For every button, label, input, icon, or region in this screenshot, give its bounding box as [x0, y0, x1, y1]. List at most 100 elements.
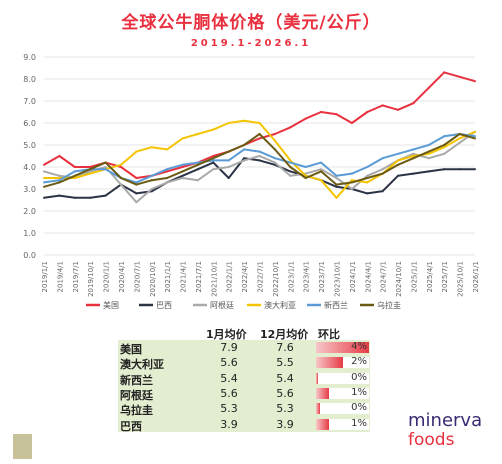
change-bar: 1% — [316, 418, 369, 430]
data-point — [119, 176, 123, 180]
table-row-name: 新西兰 — [120, 373, 153, 387]
data-point — [181, 163, 184, 166]
data-point — [258, 137, 261, 140]
table-row-name: 美国 — [120, 343, 142, 356]
data-point — [58, 176, 61, 180]
data-point — [42, 181, 46, 184]
y-tick-label: 7.0 — [23, 97, 36, 106]
data-point — [381, 157, 384, 160]
data-point — [335, 174, 338, 177]
series-line — [43, 71, 476, 179]
data-point — [227, 159, 230, 162]
x-tick-label: 2023/4/1 — [303, 261, 311, 292]
x-tick-label: 2025/4/1 — [426, 261, 434, 292]
x-tick-label: 2021/4/1 — [180, 261, 188, 292]
data-point — [366, 110, 369, 114]
data-point — [350, 181, 353, 184]
x-tick-label: 2021/10/1 — [210, 261, 218, 297]
data-point — [181, 165, 184, 169]
data-point — [396, 163, 400, 166]
table-header-mom: 环比 — [318, 328, 340, 341]
logo-minerva: minerva — [408, 410, 483, 431]
corner-decoration — [13, 434, 32, 459]
y-tick-label: 8.0 — [23, 75, 36, 84]
data-point — [366, 174, 369, 177]
x-tick-label: 2020/1/1 — [103, 261, 111, 292]
y-tick-label: 5.0 — [23, 141, 36, 150]
data-point — [89, 172, 92, 175]
data-point — [319, 110, 323, 114]
x-tick-label: 2024/1/1 — [349, 261, 357, 292]
data-point — [458, 132, 461, 136]
data-point — [181, 176, 184, 180]
data-point — [289, 161, 292, 164]
data-point — [104, 194, 107, 197]
data-point — [73, 174, 76, 177]
data-point — [412, 157, 415, 160]
data-point — [212, 159, 215, 162]
x-tick-label: 2024/4/1 — [364, 261, 372, 292]
data-point — [335, 176, 338, 180]
change-bar-fill — [316, 372, 318, 384]
data-point — [181, 174, 184, 177]
data-point — [166, 181, 169, 184]
data-point — [89, 165, 92, 169]
data-point — [273, 157, 276, 160]
data-point — [258, 159, 261, 162]
data-point — [366, 181, 369, 184]
legend-label: 澳大利亚 — [264, 300, 296, 310]
table-row-name: 澳大利亚 — [120, 358, 164, 372]
data-point — [427, 152, 430, 155]
data-point — [396, 152, 400, 155]
data-point — [58, 174, 61, 177]
data-point — [304, 165, 307, 169]
data-point — [366, 176, 369, 180]
data-point — [135, 183, 138, 186]
data-point — [104, 161, 107, 164]
data-point — [58, 194, 61, 197]
data-point — [212, 157, 215, 160]
summary-table — [118, 340, 370, 432]
data-point — [473, 135, 477, 138]
data-point — [443, 152, 446, 155]
data-point — [458, 141, 461, 144]
data-point — [196, 179, 200, 182]
data-point — [381, 104, 384, 107]
data-point — [196, 132, 200, 136]
change-percent: 0% — [351, 402, 367, 414]
chart-subtitle: 2019.1-2026.1 — [190, 38, 312, 49]
data-point — [381, 168, 384, 171]
data-point — [412, 152, 415, 155]
data-point — [42, 185, 46, 188]
x-tick-label: 2022/4/1 — [241, 261, 249, 292]
data-point — [150, 179, 153, 182]
data-point — [350, 179, 353, 182]
data-point — [42, 163, 46, 166]
change-percent: 0% — [351, 371, 367, 383]
data-point — [73, 176, 76, 180]
table-dec-value: 5.3 — [276, 402, 294, 416]
table-header-jan: 1月均价 — [206, 328, 247, 341]
data-point — [135, 192, 138, 195]
data-point — [350, 187, 353, 191]
data-point — [273, 161, 276, 164]
x-tick-label: 2026/1/1 — [472, 261, 480, 292]
x-tick-label: 2025/1/1 — [410, 261, 418, 292]
data-point — [89, 170, 92, 173]
legend-label: 新西兰 — [324, 300, 348, 310]
x-tick-label: 2022/10/1 — [272, 261, 280, 297]
x-tick-label: 2019/7/1 — [72, 261, 80, 292]
data-point — [335, 113, 338, 116]
x-tick-label: 2019/4/1 — [56, 261, 64, 292]
data-point — [427, 157, 430, 160]
data-point — [89, 196, 92, 199]
data-point — [166, 176, 169, 180]
data-point — [196, 161, 200, 164]
x-tick-label: 2019/10/1 — [87, 261, 95, 297]
x-tick-label: 2025/7/1 — [441, 261, 449, 292]
data-point — [319, 168, 323, 171]
data-point — [119, 165, 123, 169]
data-point — [412, 172, 415, 175]
data-point — [150, 187, 153, 191]
data-point — [289, 170, 292, 173]
